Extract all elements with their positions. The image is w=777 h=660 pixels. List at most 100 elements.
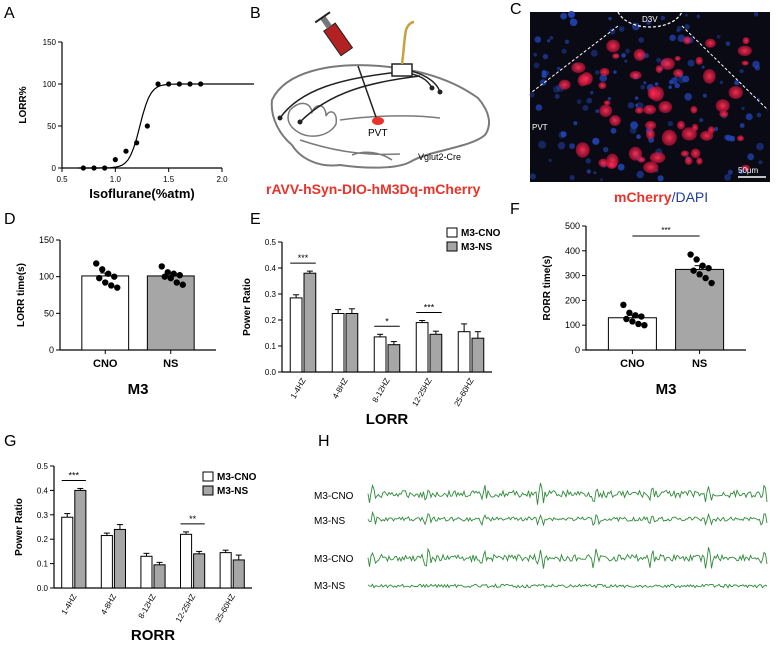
fiber-cable [400,20,415,65]
mcherry-cell [606,39,620,53]
x-tick-label: 12-25HZ [410,376,433,408]
mcherry-cell [655,65,663,74]
mcherry-cell [645,120,657,130]
mcherry-cell [643,161,659,174]
mcherry-cell [609,115,621,126]
y-tick-label: 0.1 [265,342,277,351]
y-tick-label: 0 [575,345,580,355]
individual-point [167,274,174,282]
data-point [134,140,140,146]
significance-marker: * [385,316,389,326]
y-tick-label: 0.4 [265,264,277,273]
dapi-nucleus [576,99,582,104]
bar [100,535,113,589]
x-axis-label: Isoflurane(%atm) [89,186,194,201]
individual-point [687,251,694,258]
mcherry-cell [660,57,675,70]
mcherry-cell [677,120,685,130]
dapi-nucleus [546,39,551,43]
dapi-nucleus [560,131,567,138]
mcherry-cell [737,45,752,56]
dapi-nucleus [753,12,759,17]
dapi-nucleus [674,82,680,89]
dapi-nucleus [569,175,575,181]
mcherry-cell [684,156,693,165]
legend-swatch [202,471,214,482]
dapi-nucleus [585,158,591,164]
mcherry-cell [741,60,749,66]
legend-label: M3-NS [217,486,248,497]
y-tick-label: 0.4 [37,486,49,495]
dapi-nucleus [756,142,764,151]
bar [415,322,429,373]
mcherry-cell [643,104,656,115]
x-tick-label: 0.5 [56,175,68,184]
individual-point [176,272,183,279]
y-tick-label: 0.5 [265,238,277,247]
y-axis-label: RORR time(s) [542,255,553,320]
dapi-nucleus [538,140,547,149]
dapi-nucleus [669,34,676,41]
data-point [91,165,97,171]
dapi-nucleus [613,70,617,74]
bar [387,344,401,373]
dapi-nucleus [621,53,626,58]
bar [675,268,725,351]
bar [232,559,245,589]
electrode-dot-2 [297,119,303,125]
mcherry-cell [598,82,607,89]
dapi-nucleus [640,84,646,90]
bar [113,528,126,589]
y-tick-label: 150 [39,235,54,245]
x-tick-label: CNO [93,358,118,370]
dapi-nucleus [758,160,763,165]
mcherry-cell [690,148,701,159]
fiber-wires [279,69,441,123]
individual-point [111,273,118,280]
mcherry-cell [742,37,750,45]
dapi-nucleus [682,75,690,83]
dapi-nucleus [719,80,724,85]
dapi-nucleus [739,123,745,128]
mcherry-cell [703,69,716,84]
x-tick-label: 2.0 [216,175,228,184]
mcherry-cell [629,71,642,80]
pvt-label: PVT [368,128,387,139]
mcherry-cell [690,105,698,114]
x-tick-label: 1.5 [163,175,175,184]
y-tick-label: 100 [43,80,57,89]
mcherry-cell [658,101,673,113]
x-tick-label: 25-60HZ [214,592,237,624]
dapi-nucleus [636,170,644,179]
trace-label-3: M3-CNO [314,554,354,565]
data-point [176,81,182,87]
individual-point [93,260,100,267]
right-boundary-line [681,25,769,111]
individual-point [102,279,109,286]
dapi-nucleus [590,91,594,95]
chart-a-dose-response: 0 50 100 150 0.5 1.0 1.5 2.0 Isoflurane(%atm) LOR… [18,38,254,201]
bar [146,275,195,351]
dapi-nucleus [590,49,598,57]
y-axis-label: LORR% [18,86,29,123]
dapi-nucleus [702,93,708,98]
bar [140,555,153,589]
pvt-injection-site [372,117,384,125]
dapi-nucleus [603,146,609,153]
dapi-nucleus [727,169,733,175]
legend-label: M3-NS [461,242,492,253]
electrode-dot-4 [437,89,443,95]
dapi-nucleus [716,34,721,39]
individual-point [626,309,633,316]
mcherry-cell [728,86,743,99]
dapi-nucleus [654,82,659,86]
caption-sep: / [672,189,676,205]
headstage [391,63,413,77]
individual-point [708,279,715,287]
individual-point [96,274,103,282]
dapi-nucleus [725,41,731,46]
dapi-nucleus [529,173,537,180]
dapi-nucleus [582,104,589,111]
pvt-micro-label: PVT [532,123,548,132]
y-axis-label: Power Ratio [14,498,25,556]
